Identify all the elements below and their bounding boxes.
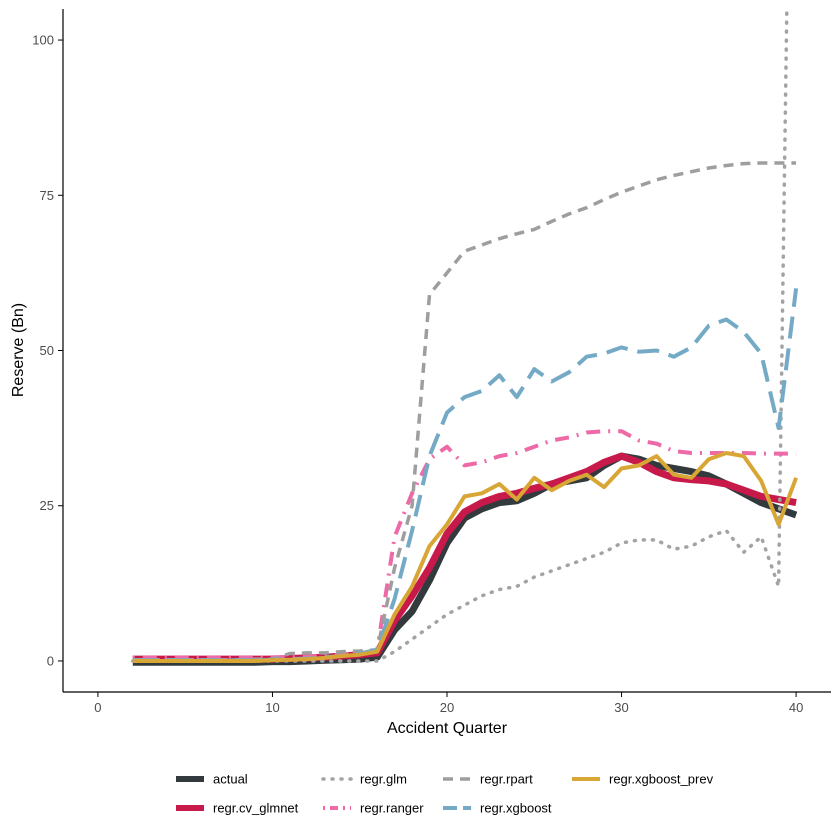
series-line-regr-cv-glmnet <box>132 452 797 663</box>
legend-label-regr-ranger: regr.ranger <box>360 801 424 816</box>
y-tick-label: 0 <box>47 653 54 668</box>
legend-label-regr-xgboost: regr.xgboost <box>480 801 552 816</box>
series-line-regr-xgboost-prev <box>132 451 798 663</box>
x-tick-label: 30 <box>614 700 628 715</box>
series-layer <box>131 9 799 666</box>
legend-label-regr-rpart: regr.rpart <box>480 772 533 787</box>
y-tick-label: 50 <box>40 343 54 358</box>
y-tick-label: 100 <box>32 33 54 48</box>
legend-label-actual: actual <box>213 772 248 787</box>
x-tick-label: 20 <box>440 700 454 715</box>
x-axis-label: Accident Quarter <box>387 720 508 737</box>
legend-label-regr-glm: regr.glm <box>360 772 407 787</box>
y-tick-label: 75 <box>40 188 54 203</box>
x-tick-label: 0 <box>94 700 101 715</box>
series-line-regr-glm <box>131 9 789 663</box>
x-tick-label: 40 <box>789 700 803 715</box>
y-axis-label: Reserve (Bn) <box>10 303 27 397</box>
y-axis-ticks: 0 25 50 75 100 <box>32 33 63 668</box>
series-line-actual <box>132 452 798 666</box>
legend-label-regr-cv-glmnet: regr.cv_glmnet <box>213 801 299 816</box>
series-line-regr-rpart <box>132 161 797 662</box>
legend: actual regr.cv_glmnet regr.glm regr.ranger r… <box>176 772 714 816</box>
x-tick-label: 10 <box>265 700 279 715</box>
x-axis-ticks: 0 10 20 30 40 <box>94 692 803 715</box>
y-tick-label: 25 <box>40 498 54 513</box>
legend-label-regr-xgboost-prev: regr.xgboost_prev <box>609 772 714 787</box>
